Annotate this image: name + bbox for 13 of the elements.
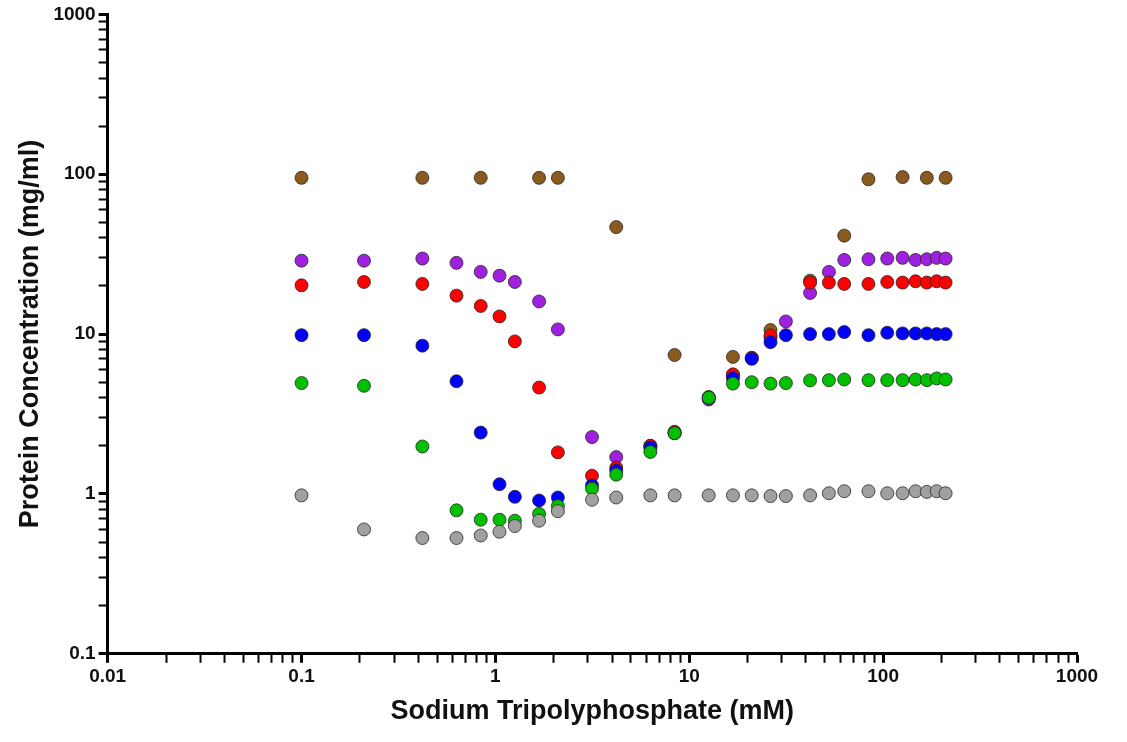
x-tick-label: 100 [867,665,899,687]
y-tick-label: 10 [74,322,96,344]
x-tick-label: 1000 [1055,665,1099,687]
x-tick-label: 0.01 [89,665,127,687]
x-tick-label: 10 [678,665,700,687]
y-tick-label: 1000 [53,2,96,24]
y-axis-title: Protein Concentration (mg/ml) [13,139,44,529]
y-tick-label: 1 [85,482,97,504]
x-tick-label: 1 [490,665,502,687]
y-tick-label: 0.1 [69,642,97,664]
x-axis-title: Sodium Tripolyphosphate (mM) [390,695,795,726]
x-tick-label: 0.1 [288,665,316,687]
y-tick-label: 100 [63,162,96,184]
